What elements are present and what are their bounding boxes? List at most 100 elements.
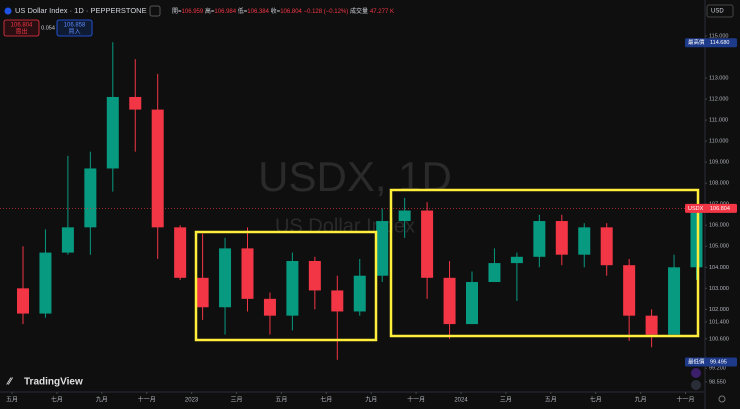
ohlc-value: 106.804 <box>280 9 302 15</box>
candle-body <box>353 275 366 312</box>
candle-body <box>488 263 501 283</box>
candle-body <box>129 96 142 110</box>
sell-button[interactable] <box>3 19 40 37</box>
y-tick-label: 100.600 <box>709 336 729 342</box>
price-label-box <box>685 38 737 48</box>
price-label-name: USDX <box>688 206 704 212</box>
annotation-box <box>389 188 700 338</box>
candle-body <box>331 290 344 312</box>
x-tick-label: 九月 <box>635 396 647 404</box>
price-label-value: 106.804 <box>710 206 730 212</box>
change: −0.128 (−0.12%) <box>304 9 349 15</box>
price-label-name: 最低價 <box>688 357 705 365</box>
candle-body <box>645 315 658 335</box>
x-tick-label: 九月 <box>96 396 108 404</box>
ohlc-value: 106.959 <box>182 9 204 15</box>
price-label-box <box>685 357 737 367</box>
x-tick-label: 五月 <box>275 397 287 404</box>
settings-icon[interactable] <box>718 395 726 403</box>
sell-label: 賣出 <box>15 28 27 36</box>
ohlc-legend: 開=106.959 高=106.984 低=106.384 收=106.804 … <box>172 7 394 15</box>
candle-body <box>39 252 52 314</box>
x-tick-label: 五月 <box>6 397 18 404</box>
price-label-box <box>685 203 737 213</box>
brand: TradingView <box>24 377 83 388</box>
x-tick-label: 九月 <box>365 396 377 404</box>
x-tick-label: 十一月 <box>407 396 425 404</box>
x-tick-label: 2024 <box>454 398 468 404</box>
candle-body <box>376 221 389 276</box>
chart-title[interactable]: US Dollar Index · 1D · PEPPERSTONE <box>15 6 147 15</box>
y-tick-label: 115.000 <box>709 33 728 39</box>
candle-body <box>106 96 119 169</box>
brand-logo: ⁄⁄ <box>6 377 14 388</box>
price-label-value: 114.680 <box>710 40 729 46</box>
candle-body <box>668 267 681 335</box>
price-label-name: 最高價 <box>688 38 705 46</box>
candle-body <box>421 210 434 278</box>
candle-body <box>241 248 254 299</box>
y-tick-label: 105.000 <box>709 244 729 250</box>
candle-body <box>600 227 613 266</box>
ohlc-label: 高= <box>205 7 215 15</box>
ohlc-label: 開= <box>172 8 182 15</box>
currency: USD <box>711 9 724 15</box>
candle-body <box>174 227 187 278</box>
volume-label: 成交量 <box>350 7 368 15</box>
volume: 47.277 K <box>370 9 394 15</box>
y-tick-label: 101.400 <box>709 319 729 325</box>
y-tick-label: 113.000 <box>709 76 728 82</box>
alert-icon[interactable] <box>691 380 701 390</box>
symbol-icon <box>4 7 12 15</box>
x-tick-label: 三月 <box>230 397 242 404</box>
y-tick-label: 109.000 <box>709 160 729 166</box>
y-tick-label: 98.550 <box>709 379 726 385</box>
x-tick-label: 七月 <box>51 396 63 404</box>
candle-body <box>61 227 74 253</box>
ohlc-value: 106.384 <box>247 9 269 15</box>
x-tick-label: 七月 <box>320 396 332 404</box>
y-tick-label: 102.000 <box>709 307 729 313</box>
buy-button[interactable] <box>56 19 93 37</box>
y-tick-label: 99.200 <box>709 366 726 372</box>
candle-body <box>690 208 703 268</box>
currency-box[interactable] <box>706 4 734 18</box>
price-label-value: 99.495 <box>710 359 727 365</box>
candle-body <box>578 227 591 255</box>
x-tick-label: 十一月 <box>676 396 694 404</box>
candle-body <box>443 277 456 325</box>
compare-button[interactable] <box>149 5 161 17</box>
candle-body <box>308 260 321 291</box>
candle-body <box>151 109 164 228</box>
y-tick-label: 111.000 <box>709 118 728 124</box>
candle-body <box>555 221 568 255</box>
buy-price: 106.858 <box>64 23 86 29</box>
candle-body <box>286 260 299 316</box>
buy-label: 買入 <box>68 29 80 36</box>
candle-body <box>466 282 478 325</box>
x-tick-label: 2023 <box>185 398 199 404</box>
watermark-symbol: USDX, 1D <box>258 153 452 200</box>
candle-body <box>623 265 636 316</box>
y-tick-label: 103.000 <box>709 286 729 292</box>
x-tick-label: 十一月 <box>138 396 156 404</box>
candle-body <box>196 277 209 308</box>
x-tick-label: 三月 <box>500 397 512 404</box>
flash-icon[interactable] <box>691 368 701 378</box>
candle-body <box>510 256 523 264</box>
x-tick-label: 七月 <box>590 396 602 404</box>
candle-body <box>17 288 29 314</box>
watermark-name: US Dollar Index <box>275 215 415 237</box>
x-tick-label: 五月 <box>545 397 557 404</box>
ohlc-value: 106.984 <box>214 9 236 15</box>
candle-body <box>533 221 546 257</box>
annotation-box <box>194 230 378 342</box>
candle-body <box>263 298 276 316</box>
ohlc-label: 低= <box>238 7 248 15</box>
spread: 0.054 <box>41 25 55 31</box>
candle-body <box>219 248 232 308</box>
sell-price: 106.804 <box>11 23 33 29</box>
